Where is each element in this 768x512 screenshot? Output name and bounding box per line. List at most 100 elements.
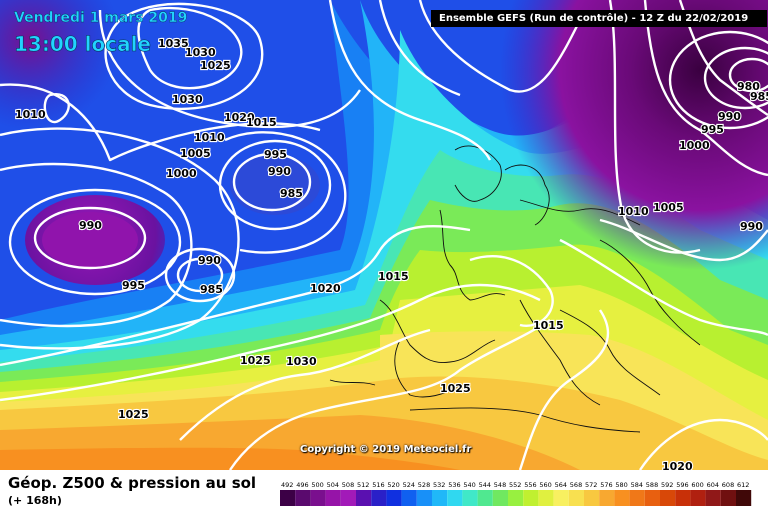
legend-swatch: [538, 490, 554, 506]
isobar-label: 1025: [440, 382, 471, 395]
isobar-label: 1000: [166, 167, 197, 180]
legend-swatch: [340, 490, 356, 506]
isobar-label: 1020: [224, 111, 255, 124]
legend-swatch: [508, 490, 524, 506]
isobars: [0, 0, 768, 470]
isobar-label: 1030: [172, 93, 203, 106]
isobar-label: 985: [750, 90, 768, 103]
legend-tick-label: 544: [479, 481, 491, 489]
isobar-label: 1020: [662, 460, 693, 470]
legend-tick-label: 596: [676, 481, 688, 489]
legend-tick-label: 536: [448, 481, 460, 489]
forecast-range: (+ 168h): [8, 494, 62, 507]
legend-tick-label: 600: [691, 481, 703, 489]
legend-swatch: [690, 490, 706, 506]
isobar-label: 1010: [194, 131, 225, 144]
legend-swatch: [629, 490, 645, 506]
legend-tick-label: 604: [707, 481, 719, 489]
isobar-label: 1015: [246, 116, 277, 129]
isobar-label: 995: [701, 123, 724, 136]
legend-swatch: [492, 490, 508, 506]
legend-tick-label: 524: [403, 481, 415, 489]
isobar-label: 980: [737, 80, 760, 93]
isobar-label: 990: [740, 220, 763, 233]
legend-swatch: [432, 490, 448, 506]
isobar-label: 985: [200, 283, 223, 296]
isobar-label: 995: [264, 148, 287, 161]
legend-swatch: [523, 490, 539, 506]
legend-tick-label: 540: [463, 481, 475, 489]
model-run-header: Ensemble GEFS (Run de contrôle) - 12 Z d…: [431, 10, 767, 27]
isobar-label: 1035: [158, 37, 189, 50]
legend-tick-label: 608: [722, 481, 734, 489]
isobar-label: 1005: [180, 147, 211, 160]
legend-swatch: [599, 490, 615, 506]
isobar-label: 1025: [200, 59, 231, 72]
legend-tick-label: 512: [357, 481, 369, 489]
legend-tick-label: 552: [509, 481, 521, 489]
isobar-label: 1030: [286, 355, 317, 368]
legend-tick-label: 568: [570, 481, 582, 489]
legend-tick-label: 584: [631, 481, 643, 489]
isobar-label: 990: [718, 110, 741, 123]
legend-swatch: [553, 490, 569, 506]
legend-tick-label: 592: [661, 481, 673, 489]
legend-tick-label: 548: [494, 481, 506, 489]
isobar-label: 1025: [240, 354, 271, 367]
legend-tick-label: 612: [737, 481, 749, 489]
isobar-label: 1000: [679, 139, 710, 152]
isobar-label: 1015: [378, 270, 409, 283]
legend-tick-label: 508: [342, 481, 354, 489]
legend-tick-label: 504: [327, 481, 339, 489]
legend-swatch: [644, 490, 660, 506]
legend-tick-label: 500: [311, 481, 323, 489]
map-title: Géop. Z500 & pression au sol: [8, 474, 257, 492]
legend-tick-label: 580: [615, 481, 627, 489]
isobar-label: 985: [280, 187, 303, 200]
legend-swatch: [295, 490, 311, 506]
legend-swatch: [371, 490, 387, 506]
legend-tick-label: 572: [585, 481, 597, 489]
isobar-label: 995: [122, 279, 145, 292]
legend-swatch: [280, 490, 296, 506]
color-scale: 492 496 500 504 508 512 516 520 524 528 532 536 540 5…: [280, 481, 752, 506]
legend-swatch: [310, 490, 326, 506]
legend-swatch: [736, 490, 752, 506]
isobar-label: 1010: [15, 108, 46, 121]
isobar-label: 1025: [118, 408, 149, 421]
legend-swatch: [386, 490, 402, 506]
weather-map: 1035 1030 1025 1030 1010 1020 1015 1010 …: [0, 0, 768, 470]
isobar-labels: 1035 1030 1025 1030 1010 1020 1015 1010 …: [14, 36, 768, 470]
legend-tick-label: 588: [646, 481, 658, 489]
isobar-label: 1010: [618, 205, 649, 218]
forecast-date: Vendredi 1 mars 2019: [14, 10, 188, 26]
isobar-label: 990: [268, 165, 291, 178]
legend-swatch: [675, 490, 691, 506]
legend-swatch: [462, 490, 478, 506]
copyright-notice: Copyright © 2019 Meteociel.fr: [300, 444, 472, 455]
legend-swatch: [660, 490, 676, 506]
legend-swatch: [584, 490, 600, 506]
legend-swatch: [614, 490, 630, 506]
legend-swatch: [720, 490, 736, 506]
legend-swatch: [416, 490, 432, 506]
legend-swatch: [477, 490, 493, 506]
legend-swatch: [705, 490, 721, 506]
legend-swatch: [447, 490, 463, 506]
legend-swatch: [568, 490, 584, 506]
model-run-text: Ensemble GEFS (Run de contrôle) - 12 Z d…: [439, 13, 749, 24]
isobar-label: 1030: [185, 46, 216, 59]
legend-tick-label: 560: [539, 481, 551, 489]
legend-swatch: [401, 490, 417, 506]
forecast-time: 13:00 locale: [14, 32, 152, 57]
legend-tick-label: 576: [600, 481, 612, 489]
isobar-label: 990: [79, 219, 102, 232]
legend-tick-label: 564: [555, 481, 567, 489]
legend-tick-label: 496: [296, 481, 308, 489]
legend-swatch: [325, 490, 341, 506]
legend-swatch: [356, 490, 372, 506]
legend-tick-label: 520: [387, 481, 399, 489]
isobar-label: 1020: [310, 282, 341, 295]
legend-tick-label: 556: [524, 481, 536, 489]
isobar-label: 990: [198, 254, 221, 267]
